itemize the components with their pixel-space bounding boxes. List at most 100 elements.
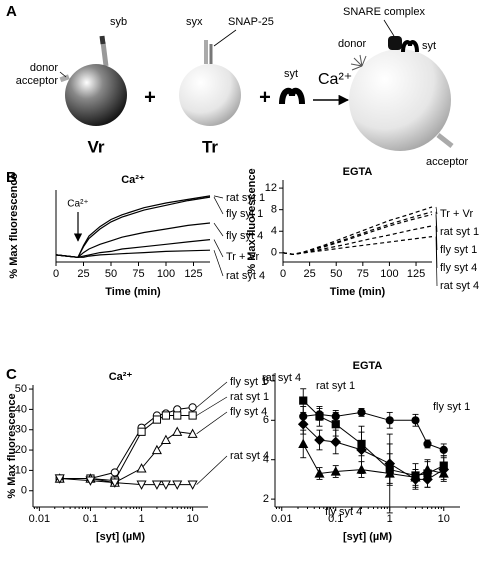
series-label: fly syt 4 xyxy=(440,262,477,274)
x-tick-label: 125 xyxy=(184,268,202,280)
x-tick-label: 25 xyxy=(303,268,315,280)
label: SNARE complex xyxy=(343,6,425,18)
y-tick-label: 10 xyxy=(15,464,27,476)
y-tick-label: 20 xyxy=(15,444,27,456)
marker xyxy=(136,480,147,490)
x-tick-label: 1 xyxy=(387,513,393,525)
label: Vr xyxy=(87,137,104,156)
leader xyxy=(383,19,395,37)
marker xyxy=(314,434,325,446)
label: donor xyxy=(338,38,366,50)
marker xyxy=(54,474,65,484)
x-tick-label: 0 xyxy=(280,268,286,280)
marker xyxy=(422,464,433,474)
marker xyxy=(160,434,171,444)
x-tick-label: 0 xyxy=(53,268,59,280)
y-tick-label: 0 xyxy=(271,247,277,259)
snare-complex xyxy=(388,36,402,50)
marker xyxy=(411,416,420,425)
series-line xyxy=(55,222,211,258)
label: acceptor xyxy=(16,75,59,87)
label: SNAP-25 xyxy=(228,16,274,28)
series-label: fly syt 1 xyxy=(433,401,470,413)
y-axis-label: % Max fluorescence xyxy=(8,173,20,278)
marker xyxy=(137,427,146,436)
marker xyxy=(410,472,421,482)
plus: + xyxy=(144,86,156,108)
marker xyxy=(85,476,96,486)
label: syt xyxy=(284,68,298,80)
series-label: rat syt 4 xyxy=(440,280,479,292)
series-line xyxy=(282,225,433,256)
series-label: fly syt 4 xyxy=(226,230,263,242)
chart: EGTA 0 25 50 75 100 125 0 4 8 12 Time (min) % Max fl… xyxy=(246,166,479,298)
chart: C Ca²⁺ 0.01 0.1 1 10 0 10 20 30 40 50 [syt] (µM) % Ma… xyxy=(6,366,269,543)
marker xyxy=(438,468,449,478)
marker xyxy=(160,480,171,490)
chart-title: Ca²⁺ xyxy=(109,371,133,383)
tr-vesicle xyxy=(179,64,241,126)
x-tick-label: 0.01 xyxy=(271,513,292,525)
y-tick-label: 30 xyxy=(15,424,27,436)
annotation: Ca²⁺ xyxy=(67,199,88,210)
vr-vesicle xyxy=(65,64,127,126)
y-tick-label: 2 xyxy=(263,493,269,505)
marker xyxy=(151,480,162,490)
marker xyxy=(187,480,198,490)
marker xyxy=(187,428,198,438)
series-label: Tr + Vr xyxy=(440,208,473,220)
label-leader xyxy=(213,239,224,258)
x-tick-label: 125 xyxy=(407,268,425,280)
marker xyxy=(331,420,340,429)
y-tick-label: 0 xyxy=(21,485,27,497)
label: Tr xyxy=(202,137,218,156)
label-leader xyxy=(196,381,228,408)
leader xyxy=(213,29,237,47)
marker xyxy=(314,468,325,478)
label-leader xyxy=(196,455,228,485)
acceptor-probe xyxy=(436,133,454,148)
marker xyxy=(188,403,197,412)
series-label: rat syt 1 xyxy=(230,391,269,403)
label: Ca²⁺ xyxy=(318,71,352,88)
chart-title: Ca²⁺ xyxy=(121,174,145,186)
series-label: fly syt 4 xyxy=(230,406,267,418)
label: syb xyxy=(110,16,127,28)
x-tick-label: 50 xyxy=(330,268,342,280)
marker xyxy=(298,438,309,449)
marker xyxy=(151,444,162,455)
marker xyxy=(385,416,394,425)
x-tick-label: 100 xyxy=(157,268,175,280)
label-leader xyxy=(196,396,228,416)
y-tick-label: 50 xyxy=(15,383,27,395)
label-leader xyxy=(435,236,438,287)
panel-letter: B xyxy=(6,169,17,186)
series-line xyxy=(303,411,444,451)
y-axis-label: % Max fluorescence xyxy=(246,168,258,273)
syt-icon xyxy=(279,87,305,105)
marker xyxy=(172,480,183,490)
y-tick-label: 6 xyxy=(263,414,269,426)
leader xyxy=(59,71,67,78)
marker xyxy=(161,411,171,420)
series-label: rat syt 4 xyxy=(230,450,269,462)
y-tick-label: 8 xyxy=(271,204,277,216)
label: acceptor xyxy=(426,156,469,168)
marker xyxy=(173,411,182,420)
y-tick-label: 40 xyxy=(15,403,27,415)
marker xyxy=(109,478,120,488)
marker xyxy=(152,415,162,424)
label: donor xyxy=(30,62,58,74)
series-label: fly syt 1 xyxy=(440,244,477,256)
x-tick-label: 1 xyxy=(138,513,144,525)
marker xyxy=(110,468,119,477)
x-tick-label: 10 xyxy=(438,513,450,525)
y-tick-label: 12 xyxy=(265,182,277,194)
marker xyxy=(356,444,367,456)
series-label: Tr + Vr xyxy=(226,251,259,263)
series-line xyxy=(59,406,193,479)
x-tick-label: 100 xyxy=(380,268,398,280)
x-tick-label: 50 xyxy=(105,268,117,280)
label-leader xyxy=(213,222,224,237)
